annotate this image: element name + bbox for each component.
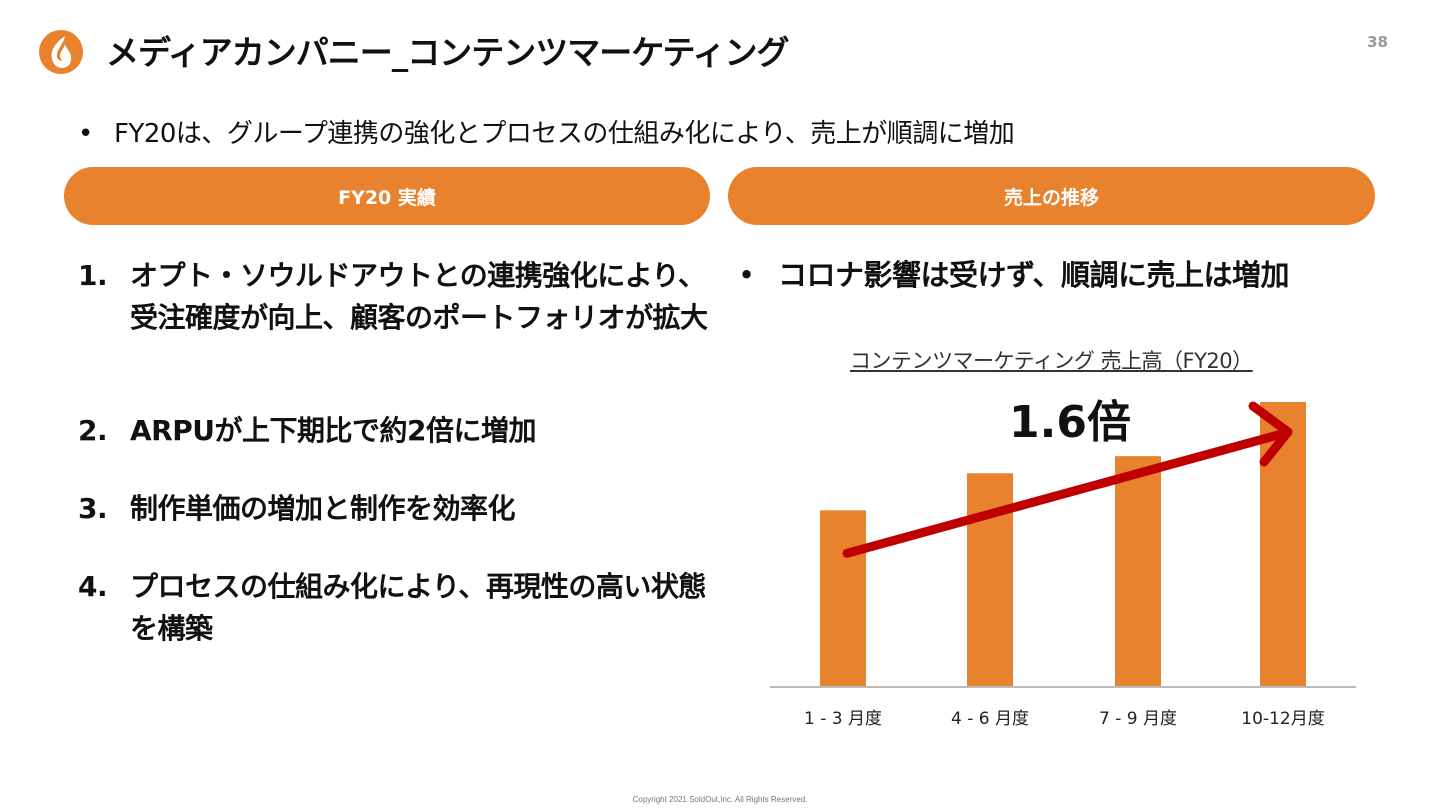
chart-title: コンテンツマーケティング 売上高（FY20） bbox=[850, 349, 1253, 373]
item-number: 1. bbox=[78, 259, 108, 292]
bullet-marker: • bbox=[738, 258, 755, 292]
growth-arrowhead bbox=[1248, 401, 1293, 467]
fy20-results-header: FY20 実績 bbox=[64, 167, 710, 225]
page-title: メディアカンパニー_コンテンツマーケティング bbox=[106, 33, 790, 72]
item-number: 4. bbox=[78, 570, 108, 603]
item-text: 制作単価の増加と制作を効率化 bbox=[130, 492, 516, 525]
x-tick-label: 1 - 3 月度 bbox=[804, 709, 882, 729]
chart-bar bbox=[820, 510, 866, 687]
item-number: 3. bbox=[78, 492, 108, 525]
item-text: プロセスの仕組み化により、再現性の高い状態を構築 bbox=[130, 570, 706, 645]
summary-text: FY20は、グループ連携の強化とプロセスの仕組み化により、売上が順調に増加 bbox=[114, 119, 1015, 149]
list-item: 2. ARPUが上下期比で約2倍に増加 bbox=[78, 410, 536, 452]
x-tick-label: 10-12月度 bbox=[1241, 709, 1324, 729]
sales-statement: • コロナ影響は受けず、順調に売上は増加 bbox=[738, 252, 1289, 294]
page-number: 38 bbox=[1367, 33, 1388, 51]
flame-logo-icon bbox=[39, 30, 83, 74]
growth-arrow-line bbox=[842, 430, 1283, 558]
summary-line: • FY20は、グループ連携の強化とプロセスの仕組み化により、売上が順調に増加 bbox=[78, 113, 1015, 150]
copyright-footer: Copyright 2021 SoldOut,Inc. All Rights R… bbox=[632, 795, 808, 804]
sales-bar-chart: 1 - 3 月度 4 - 6 月度 7 - 9 月度 10-12月度 1.6倍 bbox=[770, 397, 1356, 729]
x-tick-label: 4 - 6 月度 bbox=[951, 709, 1029, 729]
item-number: 2. bbox=[78, 414, 108, 447]
list-item: 1. オプト・ソウルドアウトとの連携強化により、受注確度が向上、顧客のポートフォ… bbox=[78, 255, 718, 339]
bullet-marker: • bbox=[78, 119, 93, 149]
x-tick-label: 7 - 9 月度 bbox=[1099, 709, 1177, 729]
item-text: ARPUが上下期比で約2倍に増加 bbox=[130, 414, 536, 447]
item-text: オプト・ソウルドアウトとの連携強化により、受注確度が向上、顧客のポートフォリオが… bbox=[130, 259, 708, 334]
chart-bar bbox=[1115, 456, 1161, 687]
list-item: 4. プロセスの仕組み化により、再現性の高い状態を構築 bbox=[78, 566, 718, 650]
chart-bar bbox=[1260, 402, 1306, 687]
growth-annotation: 1.6倍 bbox=[1009, 397, 1131, 448]
sales-trend-header: 売上の推移 bbox=[728, 167, 1375, 225]
statement-text: コロナ影響は受けず、順調に売上は増加 bbox=[778, 258, 1289, 292]
list-item: 3. 制作単価の増加と制作を効率化 bbox=[78, 488, 516, 530]
